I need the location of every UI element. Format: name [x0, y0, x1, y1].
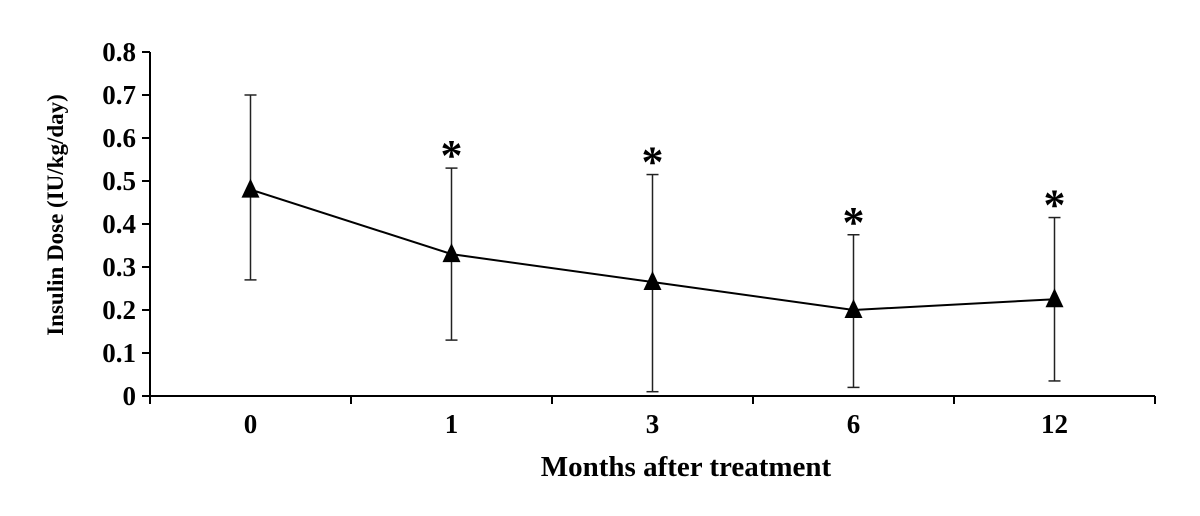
y-tick-label: 0.7 — [102, 80, 136, 110]
y-tick-label: 0.2 — [102, 295, 136, 325]
triangle-marker — [442, 243, 461, 263]
x-tick-label: 6 — [847, 409, 861, 439]
y-tick-label: 0.3 — [102, 252, 136, 282]
y-tick-label: 0.6 — [102, 123, 136, 153]
y-tick-label: 0.4 — [102, 209, 136, 239]
y-tick-label: 0.1 — [102, 338, 136, 368]
x-ticks: 0 1 3 6 12 — [149, 396, 1156, 439]
triangle-marker — [844, 299, 863, 318]
triangle-marker — [643, 271, 662, 291]
y-ticks: 0 0.1 0.2 0.3 0.4 0.5 0.6 0.7 0.8 — [102, 37, 150, 411]
markers — [241, 178, 1064, 318]
significance-mark: * — [642, 138, 664, 187]
x-tick-label: 12 — [1041, 409, 1068, 439]
triangle-marker — [1045, 288, 1064, 308]
y-axis-title: Insulin Dose (IU/kg/day) — [43, 94, 68, 336]
y-tick-label: 0.8 — [102, 37, 136, 67]
significance-mark: * — [441, 131, 463, 180]
x-tick-label: 1 — [445, 409, 459, 439]
significance-mark: * — [843, 198, 865, 247]
x-tick-label: 3 — [646, 409, 660, 439]
y-tick-label: 0 — [123, 381, 137, 411]
x-axis-title: Months after treatment — [541, 451, 832, 483]
y-tick-label: 0.5 — [102, 166, 136, 196]
significance-mark: * — [1044, 181, 1066, 230]
triangle-marker — [241, 178, 260, 198]
significance-marks: * * * * — [441, 131, 1066, 247]
x-tick-label: 0 — [244, 409, 258, 439]
